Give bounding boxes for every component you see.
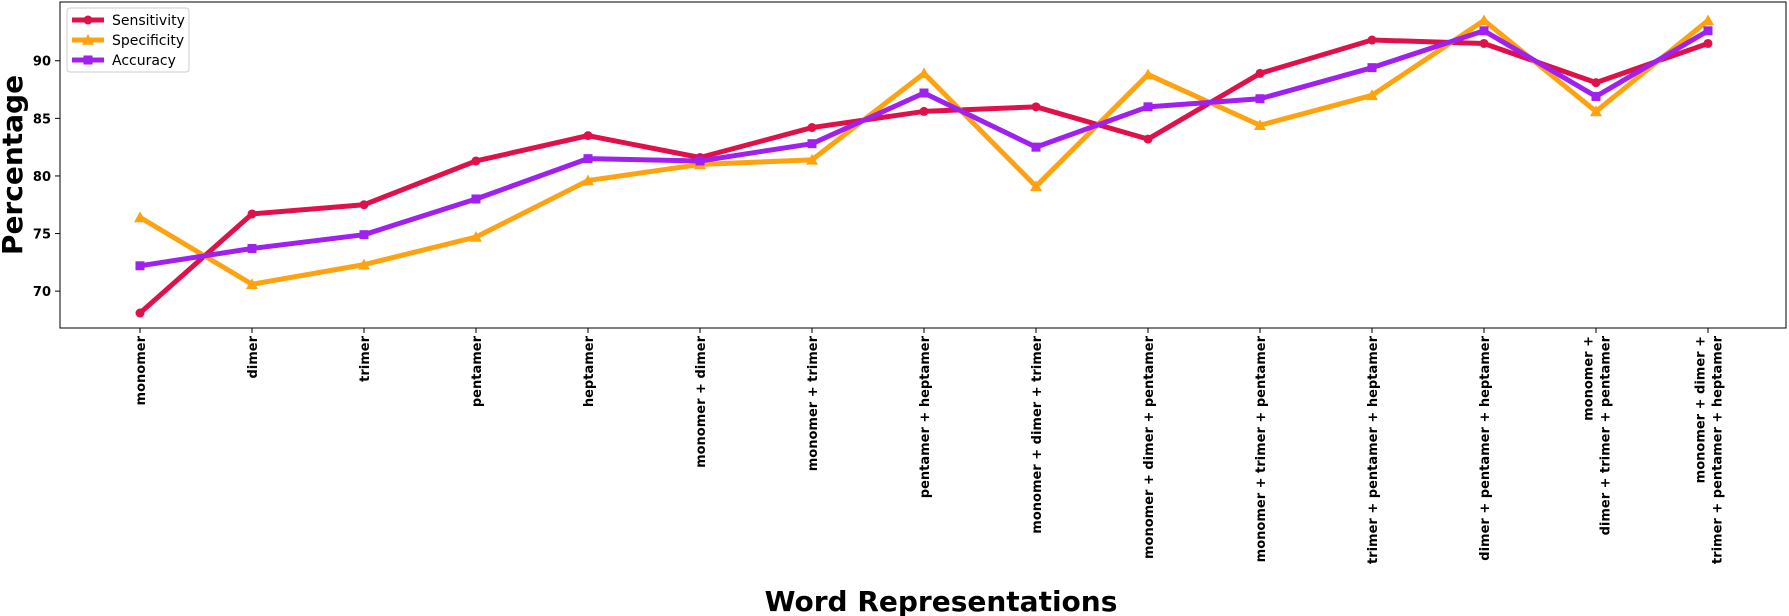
data-point-accuracy — [1479, 26, 1489, 36]
x-tick-label-line: trimer + pentamer + heptamer — [1366, 335, 1381, 564]
data-point-sensitivity — [919, 106, 929, 116]
data-point-sensitivity — [1367, 35, 1377, 45]
x-tick-label: monomer — [134, 335, 149, 405]
x-tick-label: monomer + trimer — [806, 335, 821, 471]
y-tick-label: 85 — [33, 112, 51, 127]
x-tick-label: monomer + dimer + pentamer — [1142, 335, 1157, 559]
y-tick-label: 80 — [33, 170, 51, 185]
x-tick-label-line: monomer + — [1582, 336, 1597, 421]
x-tick-label-line: trimer + pentamer + heptamer — [1711, 335, 1726, 564]
y-axis-title: Percentage — [0, 75, 29, 255]
y-tick-label: 70 — [33, 285, 51, 300]
data-point-accuracy — [695, 156, 705, 166]
legend-label: Specificity — [112, 33, 184, 49]
data-point-specificity — [918, 67, 930, 79]
legend-swatch-marker — [83, 15, 93, 25]
x-tick-label-line: trimer — [358, 335, 373, 381]
x-tick-label: monomer + dimer — [694, 335, 709, 468]
data-point-sensitivity — [1143, 134, 1153, 144]
legend-label: Accuracy — [112, 53, 176, 69]
x-tick-label-line: dimer — [246, 335, 261, 378]
x-tick-label: heptamer — [582, 335, 597, 407]
data-point-specificity — [1142, 68, 1154, 80]
x-tick-label-line: monomer + trimer + pentamer — [1254, 335, 1269, 562]
data-point-sensitivity — [1479, 38, 1489, 48]
data-point-specificity — [1702, 14, 1714, 26]
x-tick-label: pentamer — [470, 335, 485, 407]
data-point-accuracy — [807, 139, 817, 149]
x-tick-label: monomer + trimer + pentamer — [1254, 335, 1269, 562]
data-point-accuracy — [135, 261, 145, 271]
data-point-accuracy — [583, 154, 593, 164]
x-tick-label-line: monomer + trimer — [806, 335, 821, 471]
data-point-specificity — [1030, 180, 1042, 192]
x-tick-label-line: pentamer + heptamer — [918, 335, 933, 498]
data-point-specificity — [246, 278, 258, 290]
plot-area — [59, 1, 1787, 329]
y-axis: 70 75 80 85 90 — [33, 55, 60, 300]
data-point-specificity — [1590, 105, 1602, 117]
x-tick-label-line: monomer — [134, 335, 149, 405]
data-point-specificity — [358, 258, 370, 270]
x-tick-label: trimer — [358, 335, 373, 381]
data-point-accuracy — [919, 88, 929, 98]
data-point-specificity — [1478, 14, 1490, 26]
x-tick-label: monomer + dimer + trimer + pentamer — [1582, 335, 1614, 535]
x-tick-label: pentamer + heptamer — [918, 335, 933, 498]
data-point-accuracy — [471, 194, 481, 204]
legend-swatch-marker — [83, 55, 93, 65]
data-point-sensitivity — [247, 209, 257, 219]
x-tick-label-line: dimer + pentamer + heptamer — [1478, 335, 1493, 560]
data-point-specificity — [1366, 89, 1378, 101]
x-tick-label: monomer + dimer + trimer — [1030, 335, 1045, 533]
legend-label: Sensitivity — [112, 13, 185, 29]
legend-item-accuracy: Accuracy — [72, 53, 176, 69]
data-point-sensitivity — [1703, 38, 1713, 48]
x-tick-label: trimer + pentamer + heptamer — [1366, 335, 1381, 564]
x-tick-label-line: heptamer — [582, 335, 597, 407]
y-tick-label: 75 — [33, 228, 51, 243]
data-point-accuracy — [247, 244, 257, 254]
data-point-specificity — [134, 211, 146, 223]
data-point-sensitivity — [1031, 102, 1041, 112]
x-axis: monomer dimer trimer pentamer heptamer monome… — [134, 328, 1726, 564]
x-tick-label-line: monomer + dimer — [694, 335, 709, 468]
data-point-specificity — [470, 230, 482, 242]
data-point-accuracy — [1367, 63, 1377, 73]
x-tick-label-line: monomer + dimer + trimer — [1030, 335, 1045, 533]
x-tick-label: dimer — [246, 335, 261, 378]
data-point-accuracy — [1591, 91, 1601, 101]
series-group — [134, 14, 1714, 318]
data-point-sensitivity — [1591, 78, 1601, 88]
data-point-sensitivity — [359, 200, 369, 210]
x-tick-label: dimer + pentamer + heptamer — [1478, 335, 1493, 560]
x-tick-label-line: dimer + trimer + pentamer — [1599, 335, 1614, 535]
legend-box — [66, 7, 190, 73]
data-point-accuracy — [359, 230, 369, 240]
data-point-accuracy — [1255, 94, 1265, 104]
data-point-specificity — [582, 174, 594, 186]
data-point-sensitivity — [807, 123, 817, 133]
legend-item-specificity: Specificity — [72, 33, 184, 49]
x-tick-label-line: monomer + dimer + — [1694, 336, 1709, 483]
data-point-sensitivity — [1255, 68, 1265, 78]
data-point-sensitivity — [471, 156, 481, 166]
data-point-sensitivity — [135, 308, 145, 318]
legend-item-sensitivity: Sensitivity — [72, 13, 185, 29]
series-accuracy — [135, 26, 1713, 271]
x-axis-title: Word Representations — [765, 585, 1118, 616]
x-tick-label-line: pentamer — [470, 335, 485, 407]
x-tick-label-line: monomer + dimer + pentamer — [1142, 335, 1157, 559]
y-tick-label: 90 — [33, 55, 51, 70]
data-point-accuracy — [1703, 26, 1713, 36]
x-tick-label: monomer + dimer + trimer + pentamer + hep… — [1694, 335, 1726, 564]
data-point-accuracy — [1031, 142, 1041, 152]
data-point-specificity — [806, 153, 818, 165]
data-point-specificity — [1254, 119, 1266, 131]
legend-swatch-marker — [82, 34, 94, 45]
legend: Sensitivity Specificity Accuracy — [66, 7, 190, 73]
data-point-accuracy — [1143, 102, 1153, 112]
data-point-sensitivity — [583, 131, 593, 141]
